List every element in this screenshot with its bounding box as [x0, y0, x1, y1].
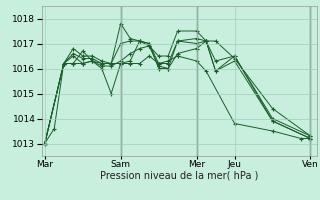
- X-axis label: Pression niveau de la mer( hPa ): Pression niveau de la mer( hPa ): [100, 171, 258, 181]
